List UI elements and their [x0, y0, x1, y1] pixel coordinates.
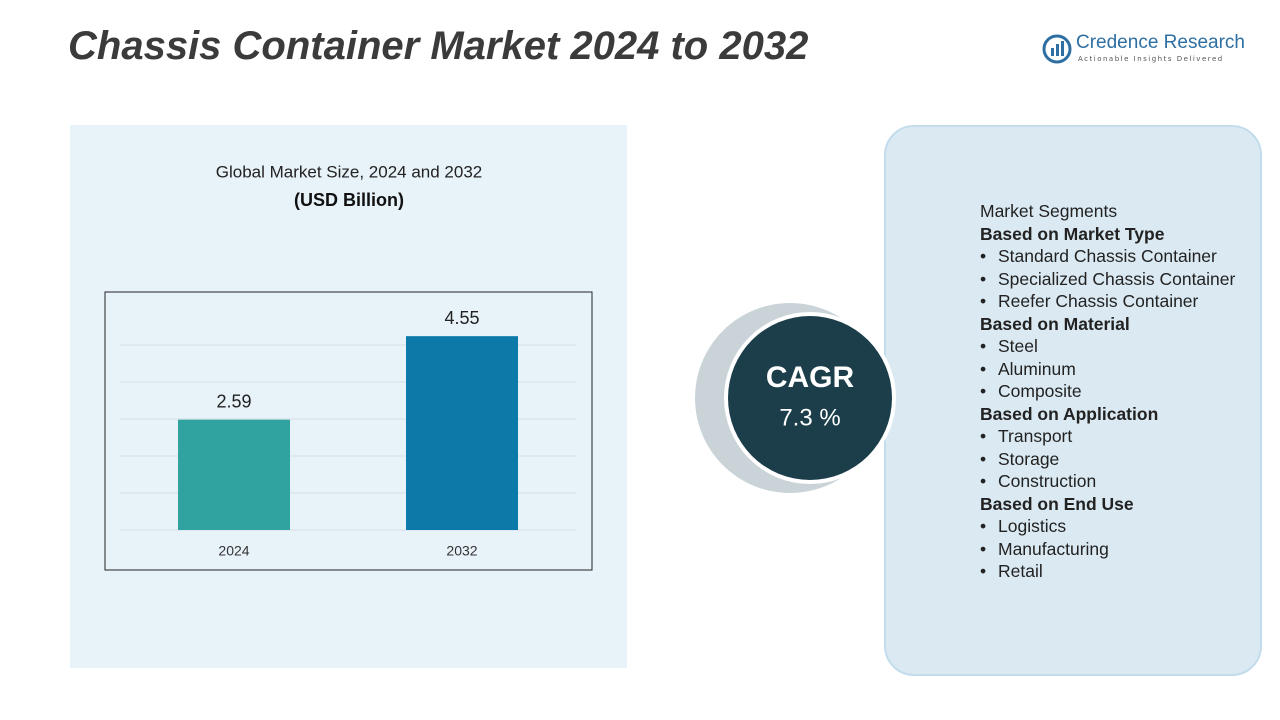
- value-label: 2.59: [216, 391, 251, 411]
- segment-item: Logistics: [980, 515, 1258, 538]
- segment-heading: Based on Market Type: [980, 223, 1165, 244]
- logo-icon: [1042, 34, 1072, 64]
- bar: [178, 419, 290, 530]
- segment-item: Standard Chassis Container: [980, 245, 1258, 268]
- chart-frame: [104, 291, 593, 571]
- logo-name: Credence Research: [1076, 32, 1245, 53]
- logo-tagline: Actionable Insights Delivered: [1078, 55, 1224, 63]
- value-label: 4.55: [444, 308, 479, 328]
- segment-item: Aluminum: [980, 358, 1258, 381]
- segment-item: Composite: [980, 380, 1258, 403]
- segment-heading: Based on Application: [980, 403, 1159, 424]
- segment-item: Retail: [980, 560, 1258, 583]
- bar: [406, 336, 518, 530]
- cagr-value: 7.3 %: [779, 404, 840, 431]
- segment-item: Reefer Chassis Container: [980, 290, 1258, 313]
- cagr-circle: [728, 316, 892, 480]
- chart-panel: [70, 125, 627, 668]
- segments-title: Market Segments: [980, 201, 1118, 221]
- segment-item: Storage: [980, 448, 1258, 471]
- segment-item: Transport: [980, 425, 1258, 448]
- segment-item: Construction: [980, 470, 1258, 493]
- x-tick-label: 2024: [218, 543, 249, 559]
- segment-heading: Based on Material: [980, 313, 1130, 334]
- x-tick-label: 2032: [446, 543, 477, 559]
- segment-item: Steel: [980, 335, 1258, 358]
- chart-title: Global Market Size, 2024 and 2032: [216, 162, 483, 181]
- segment-item: Specialized Chassis Container: [980, 268, 1258, 291]
- segment-heading: Based on End Use: [980, 493, 1134, 514]
- chart-subtitle: (USD Billion): [294, 190, 404, 210]
- page-title: Chassis Container Market 2024 to 2032: [68, 24, 809, 68]
- cagr-label: CAGR: [766, 361, 855, 394]
- segment-item: Manufacturing: [980, 538, 1258, 561]
